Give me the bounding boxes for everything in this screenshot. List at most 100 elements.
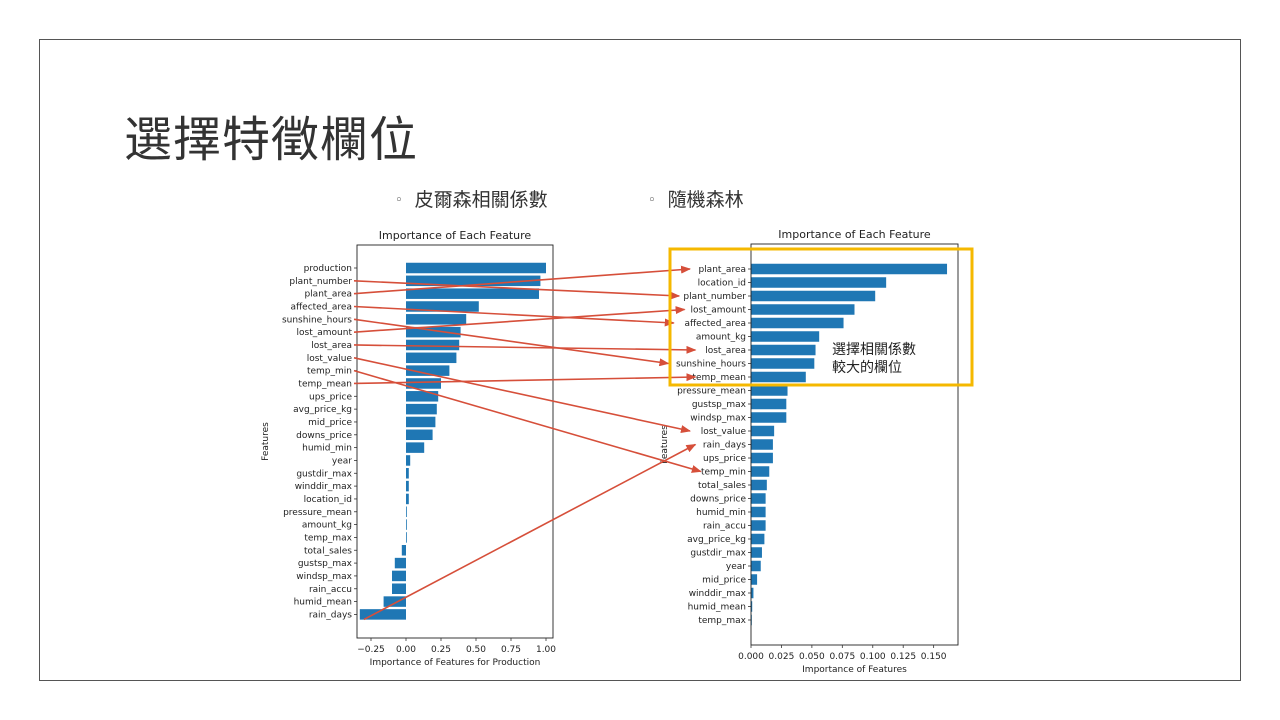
bar-rain_days — [359, 609, 406, 620]
xtick-label: 0.25 — [431, 645, 451, 655]
axes-frame — [356, 244, 554, 639]
bullet-pearson-label: 皮爾森相關係數 — [414, 189, 548, 211]
xtick-label: 0.150 — [921, 652, 947, 662]
y-axis-label: Features — [261, 422, 271, 461]
ytick-label-winddir_max: winddir_max — [295, 482, 353, 492]
ytick-label-lost_value: lost_value — [307, 354, 353, 364]
bar-lost_area — [751, 344, 816, 356]
ytick-label-mid_price: mid_price — [702, 576, 746, 586]
bar-humid_mean — [751, 601, 753, 612]
bar-sunshine_hours — [406, 314, 467, 325]
x-axis-label: Importance of Features — [802, 665, 907, 675]
bar-affected_area — [751, 317, 844, 329]
arrow-sunshine_hours — [353, 318, 670, 367]
bar-plant_area — [406, 288, 539, 299]
bar-production — [406, 262, 546, 274]
ytick-label-pressure_mean: pressure_mean — [677, 387, 746, 397]
bar-total_sales — [751, 479, 767, 491]
arrow-lost_area — [353, 344, 697, 354]
ytick-label-windsp_max: windsp_max — [690, 414, 746, 424]
bar-humid_mean — [383, 596, 406, 607]
ytick-label-ups_price: ups_price — [703, 454, 746, 464]
ytick-label-gustdir_max: gustdir_max — [296, 469, 352, 479]
bar-plant_area — [751, 263, 948, 275]
ytick-label-year: year — [726, 562, 746, 572]
bar-sunshine_hours — [751, 358, 815, 369]
ytick-label-total_sales: total_sales — [698, 481, 746, 491]
ytick-label-lost_amount: lost_amount — [297, 328, 353, 338]
ytick-label-production: production — [304, 264, 352, 274]
bar-rain_accu — [392, 583, 406, 594]
bar-gustdir_max — [751, 547, 762, 558]
bar-temp_mean — [406, 378, 441, 389]
bullet-marker: ◦ — [395, 193, 403, 208]
ytick-label-downs_price: downs_price — [296, 431, 352, 441]
bar-gustdir_max — [406, 468, 409, 479]
bar-avg_price_kg — [751, 533, 765, 545]
bar-pressure_mean — [406, 506, 407, 518]
pearson-correlation-chart: production plant_number plant_area affected… — [261, 229, 556, 668]
ytick-label-temp_min: temp_min — [307, 367, 352, 377]
ytick-label-year: year — [332, 456, 352, 466]
ytick-label-temp_max: temp_max — [698, 616, 746, 626]
x-axis-label: Importance of Features for Production — [370, 658, 541, 668]
ytick-label-temp_mean: temp_mean — [298, 379, 352, 389]
ytick-label-lost_value: lost_value — [701, 427, 747, 437]
ytick-label-gustsp_max: gustsp_max — [692, 400, 747, 410]
feature-mapping-arrows — [353, 265, 702, 621]
arrow-plant_area — [353, 265, 691, 295]
bar-affected_area — [406, 301, 479, 312]
ytick-label-downs_price: downs_price — [690, 495, 746, 505]
xtick-label: 0.050 — [799, 652, 825, 662]
bar-lost_amount — [751, 304, 855, 315]
ytick-label-affected_area: affected_area — [684, 319, 746, 329]
bar-ups_price — [406, 391, 439, 402]
chart-title: Importance of Each Feature — [379, 229, 532, 242]
ytick-label-humid_mean: humid_mean — [688, 603, 746, 613]
ytick-label-avg_price_kg: avg_price_kg — [687, 535, 746, 545]
bar-winddir_max — [751, 587, 754, 599]
bullet-random-forest-label: 隨機森林 — [667, 189, 744, 211]
bar-temp_max — [406, 532, 407, 543]
xtick-label: 0.000 — [738, 652, 764, 662]
bar-gustsp_max — [394, 557, 406, 569]
random-forest-importance-chart: plant_area location_id plant_number lost_am… — [660, 228, 959, 675]
xtick-label: 0.50 — [466, 645, 486, 655]
ytick-label-affected_area: affected_area — [290, 302, 352, 312]
bar-ups_price — [751, 452, 773, 464]
bar-amount_kg — [751, 331, 820, 342]
bar-humid_min — [406, 442, 425, 453]
ytick-label-amount_kg: amount_kg — [302, 521, 352, 531]
ytick-label-temp_mean: temp_mean — [692, 373, 746, 383]
bar-avg_price_kg — [406, 403, 437, 415]
ytick-label-location_id: location_id — [698, 279, 746, 289]
arrow-temp_mean — [353, 373, 697, 385]
bar-rain_days — [751, 439, 773, 450]
bar-year — [406, 455, 411, 466]
ytick-label-mid_price: mid_price — [308, 418, 352, 428]
bar-mid_price — [751, 574, 758, 585]
highlight-box — [668, 247, 974, 387]
bar-downs_price — [406, 429, 433, 441]
ytick-label-rain_accu: rain_accu — [309, 585, 352, 595]
ytick-label-rain_days: rain_days — [703, 441, 746, 451]
arrow-plant_number — [353, 280, 681, 300]
bar-temp_mean — [751, 371, 806, 383]
arrow-lost_amount — [353, 306, 686, 333]
bar-windsp_max — [751, 412, 787, 423]
ytick-label-plant_area: plant_area — [304, 290, 352, 300]
xtick-label: 0.125 — [890, 652, 916, 662]
bar-lost_value — [406, 352, 457, 364]
arrow-rain_days — [363, 443, 697, 621]
ytick-label-lost_area: lost_area — [311, 341, 352, 351]
bar-temp_min — [751, 466, 770, 477]
slide-title: 選擇特徵欄位 — [124, 112, 419, 168]
bar-lost_amount — [406, 326, 461, 338]
bullet-random-forest: ◦ 隨機森林 — [648, 185, 744, 212]
ytick-label-rain_days: rain_days — [309, 610, 352, 620]
highlight-note-line: 較大的欄位 — [832, 360, 902, 376]
y-axis-label: Features — [660, 425, 670, 464]
ytick-label-ups_price: ups_price — [309, 392, 352, 402]
bar-plant_number — [751, 290, 876, 302]
